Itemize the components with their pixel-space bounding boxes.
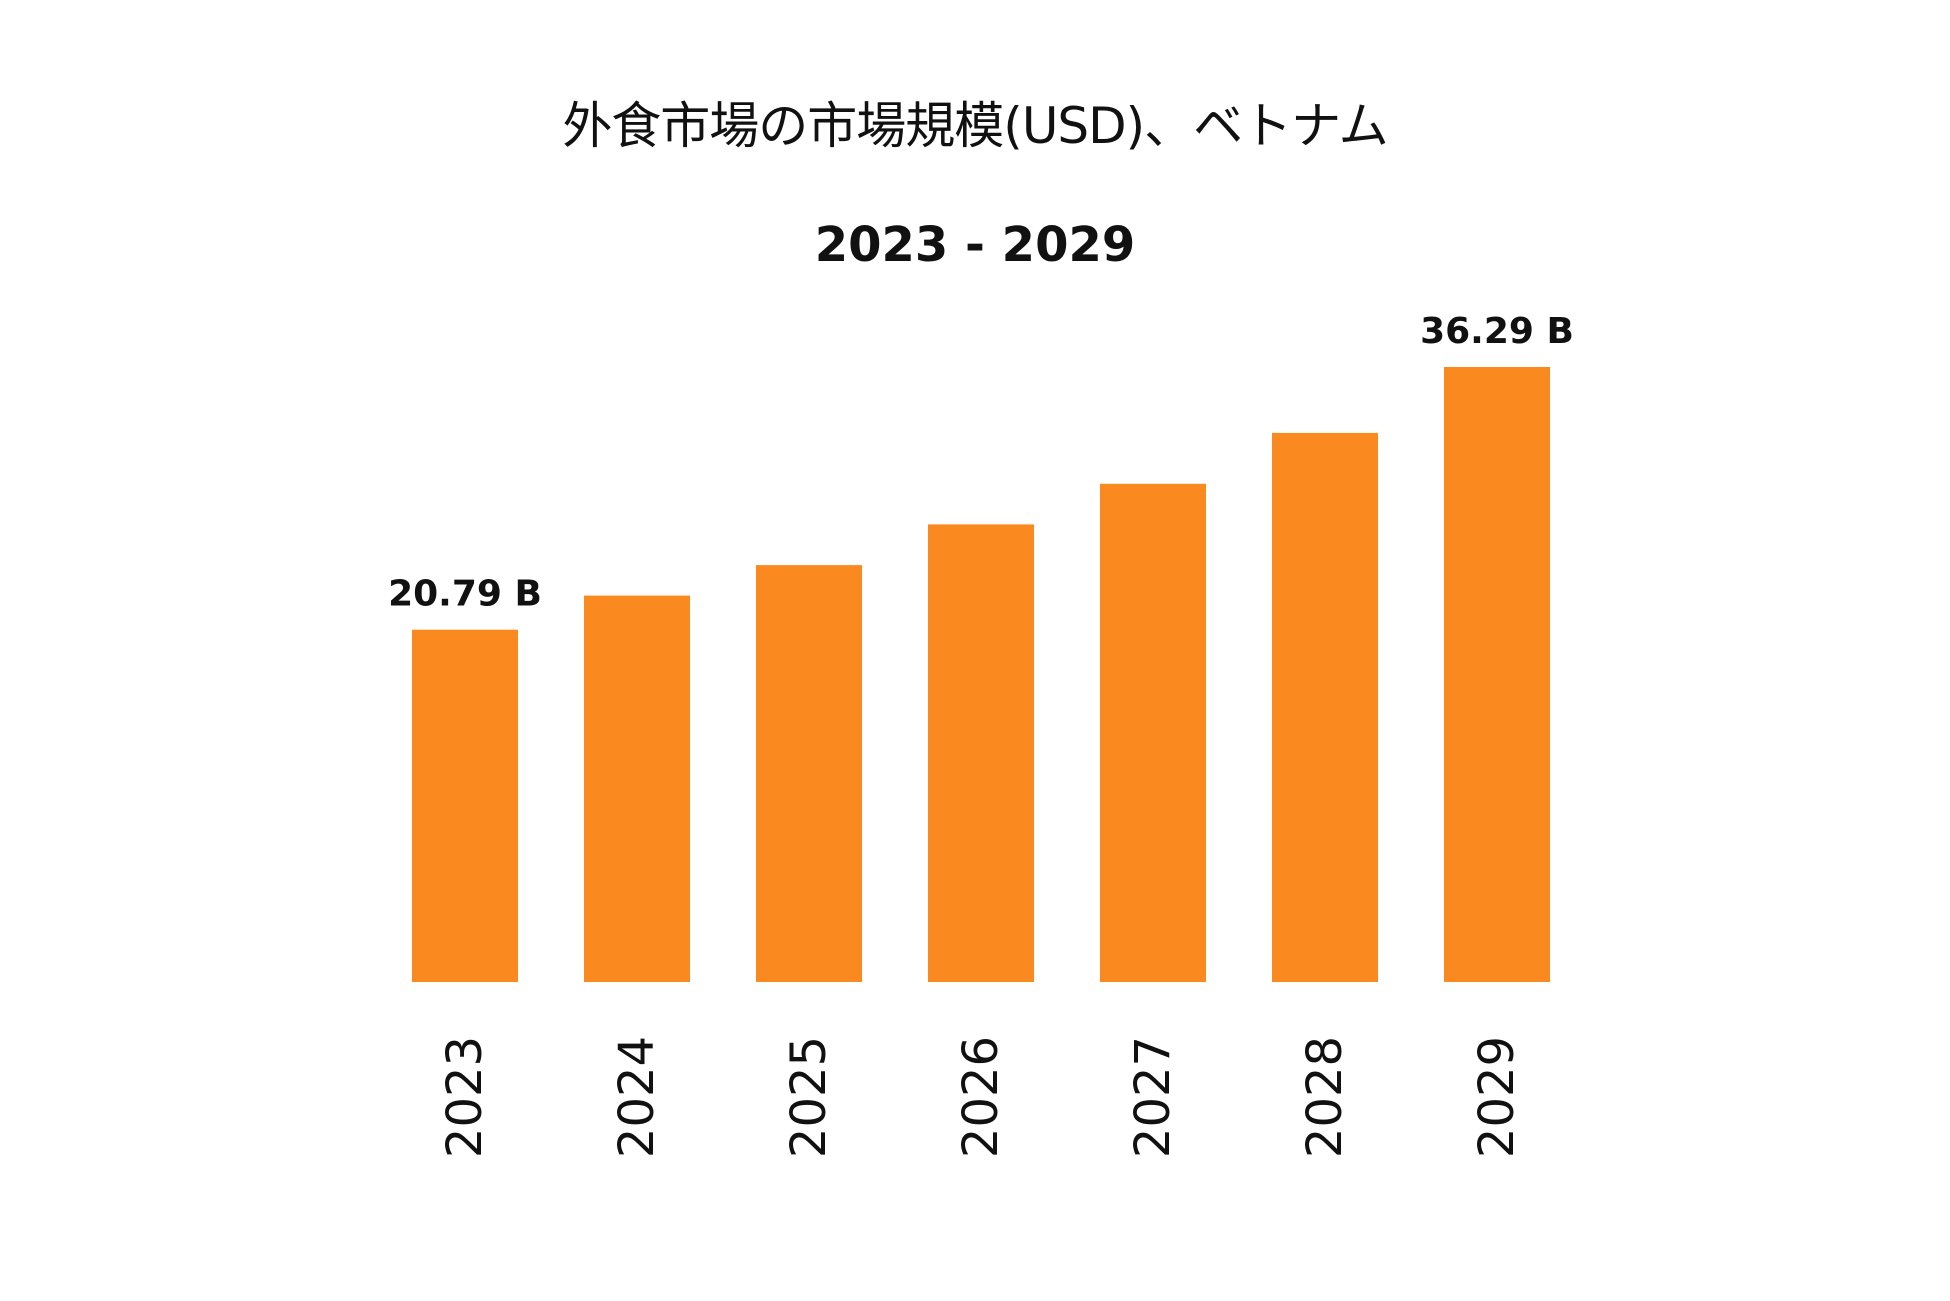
x-tick-label-2025: 2025 <box>781 1036 837 1158</box>
bar-2025 <box>756 565 862 982</box>
data-label-2023: 20.79 B <box>388 574 542 615</box>
chart-subtitle: 2023 - 2029 <box>814 217 1136 273</box>
bar-2028 <box>1272 432 1378 982</box>
data-label-2029: 36.29 B <box>1420 311 1574 352</box>
bar-2027 <box>1100 483 1206 982</box>
x-tick-label-2024: 2024 <box>609 1036 665 1158</box>
bar-2024 <box>584 595 690 982</box>
bar-2026 <box>928 524 1034 982</box>
x-tick-label-2027: 2027 <box>1125 1036 1181 1158</box>
chart-title: 外食市場の市場規模(USD)、ベトナム <box>562 97 1388 155</box>
x-tick-label-2028: 2028 <box>1297 1036 1353 1158</box>
bar-2029 <box>1444 367 1550 982</box>
bar-2023 <box>412 629 518 982</box>
x-tick-label-2023: 2023 <box>437 1036 493 1158</box>
x-tick-label-2026: 2026 <box>953 1036 1009 1158</box>
x-tick-label-2029: 2029 <box>1469 1036 1525 1158</box>
